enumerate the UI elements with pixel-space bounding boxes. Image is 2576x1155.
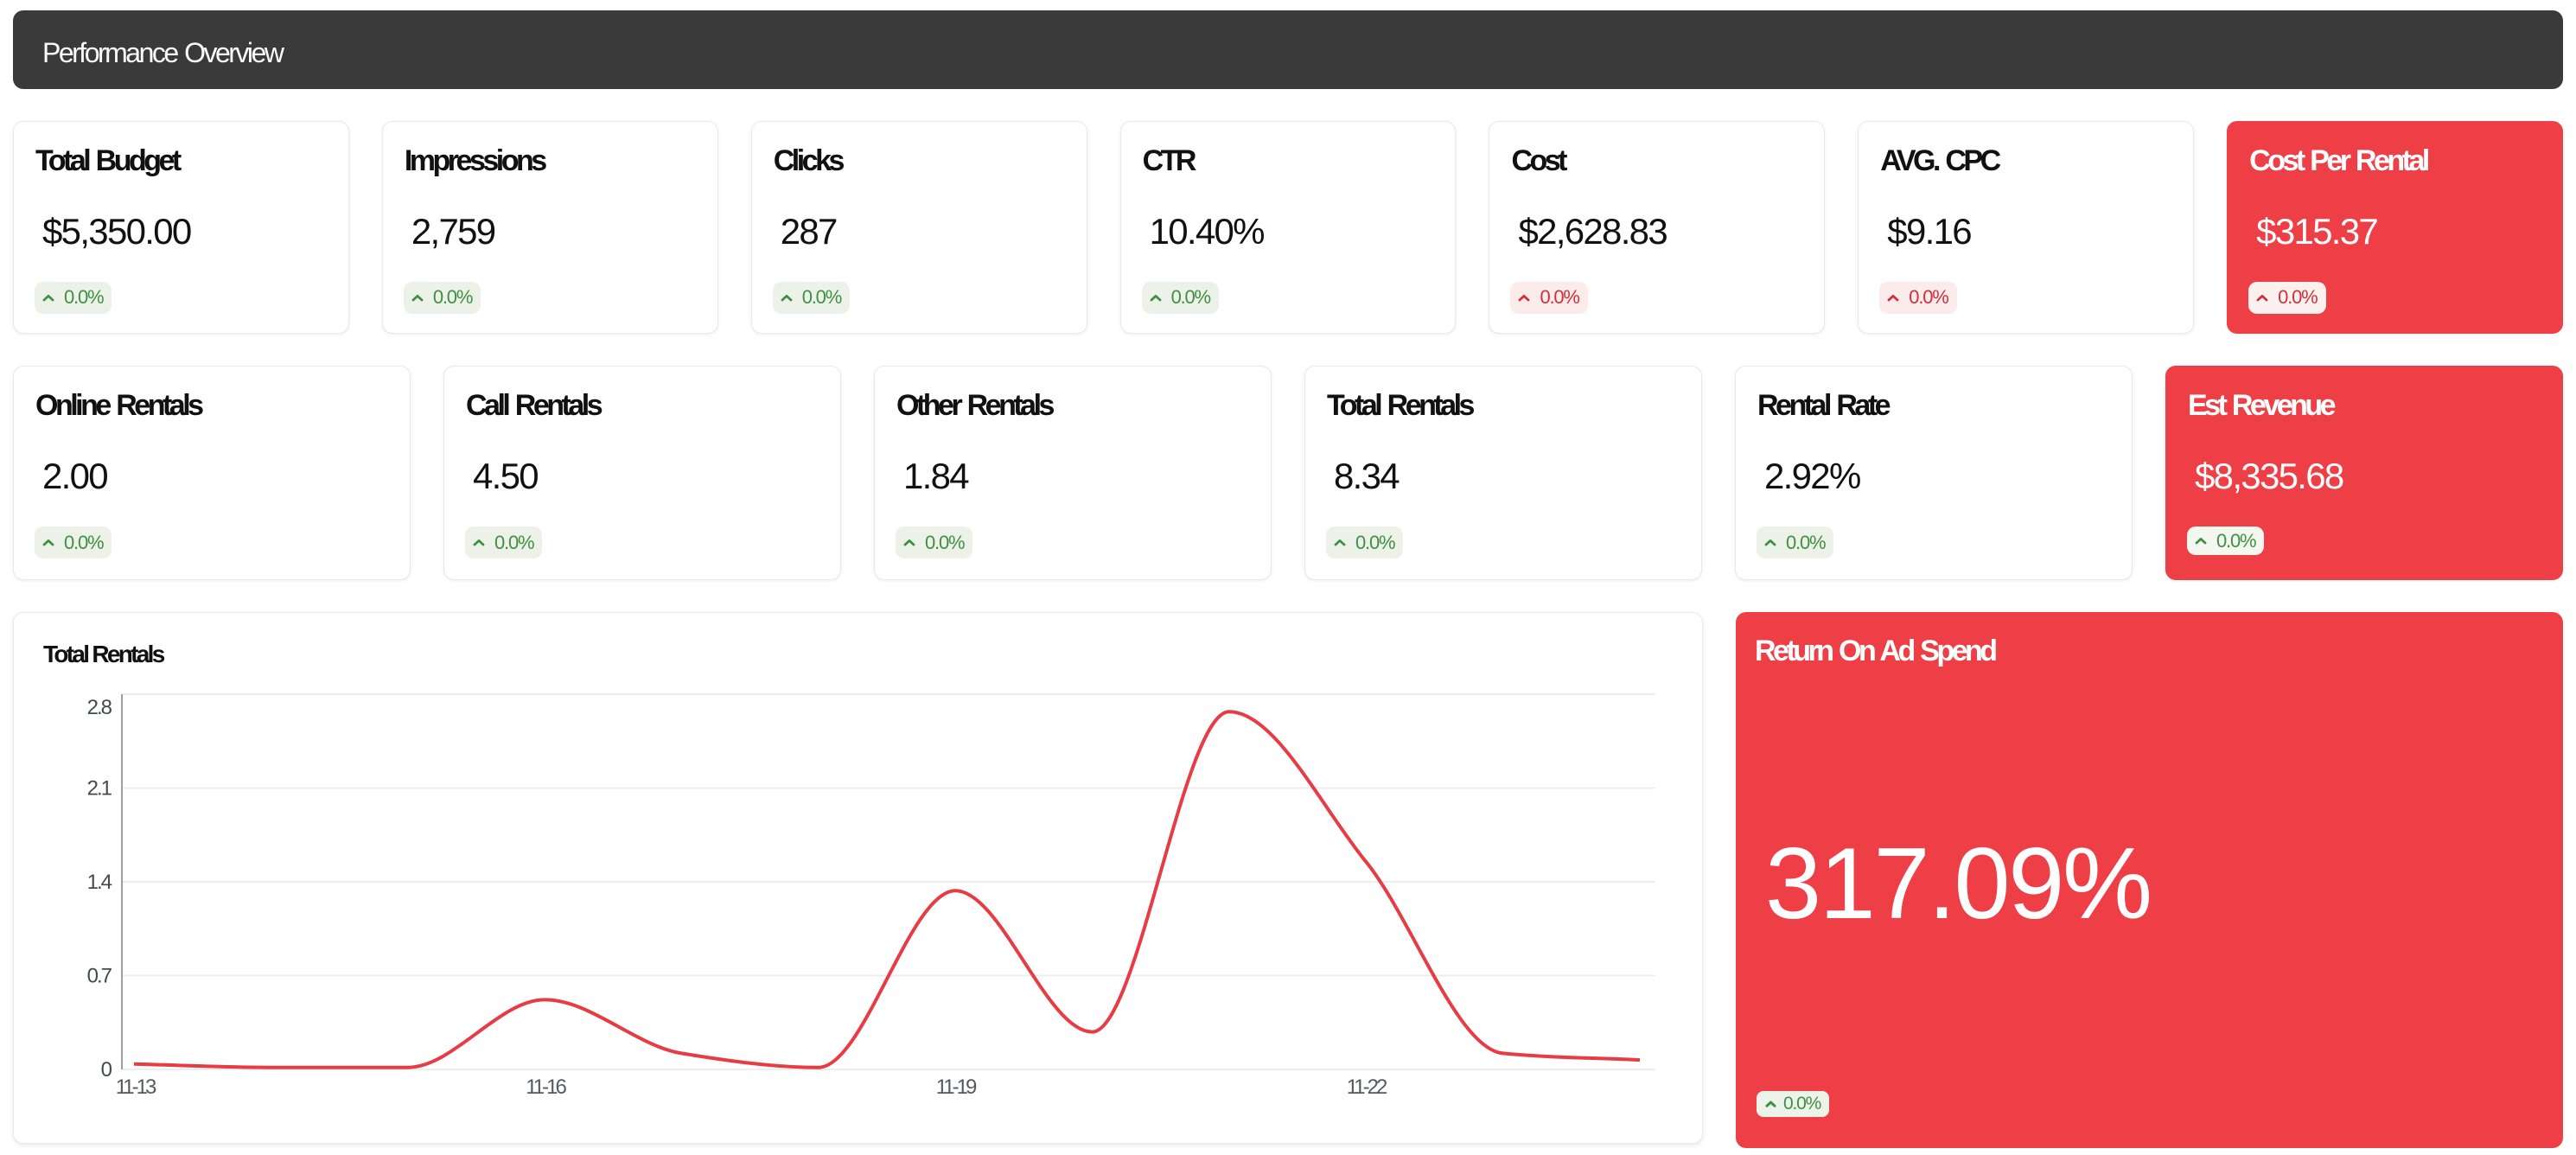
- svg-text:1.4: 1.4: [87, 871, 112, 894]
- svg-text:2.1: 2.1: [87, 777, 112, 801]
- svg-text:11-22: 11-22: [1347, 1075, 1387, 1099]
- svg-text:11-19: 11-19: [936, 1075, 977, 1099]
- svg-text:11-16: 11-16: [526, 1075, 566, 1099]
- svg-text:2.8: 2.8: [87, 696, 112, 719]
- svg-text:0: 0: [101, 1058, 112, 1082]
- svg-text:0.7: 0.7: [87, 965, 112, 988]
- svg-text:11-13: 11-13: [116, 1075, 156, 1099]
